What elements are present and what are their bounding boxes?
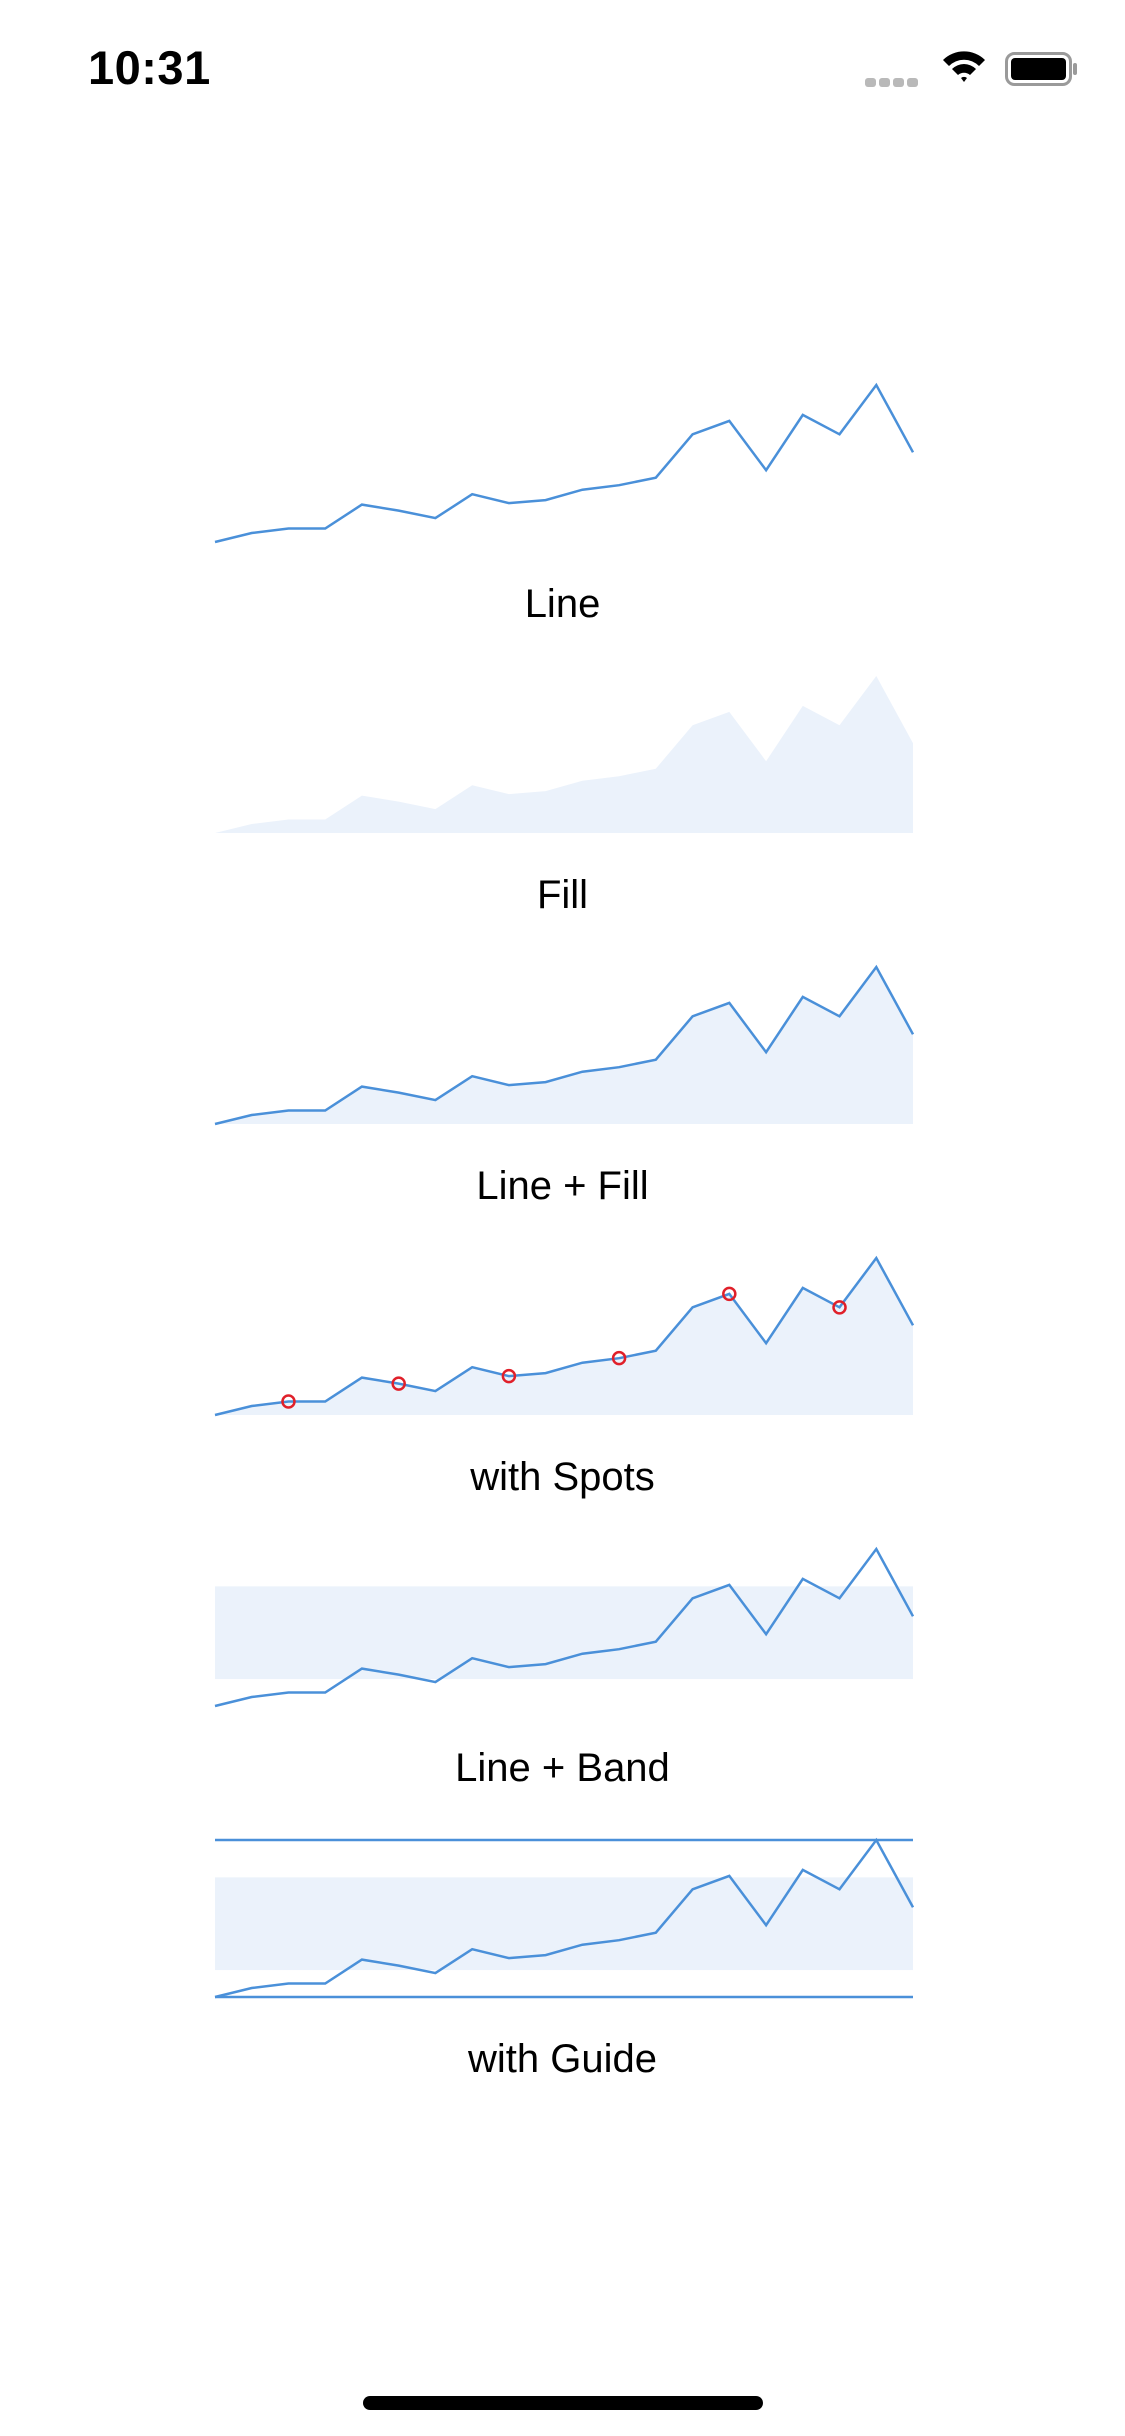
series-line — [214, 1546, 915, 1708]
fill-area — [215, 676, 913, 833]
sparkline-chart-4: with Spots — [0, 1255, 1125, 1515]
series-line — [214, 1837, 915, 1999]
home-indicator[interactable] — [363, 2396, 763, 2410]
chart-label: Fill — [536, 873, 589, 917]
sparkline-plot — [214, 1837, 915, 1999]
spot-marker — [501, 1368, 517, 1384]
fill-area — [215, 1258, 913, 1415]
spot-marker — [391, 1376, 406, 1391]
spot-marker — [281, 1394, 296, 1409]
sparkline-chart-3: Line + Fill — [0, 964, 1125, 1224]
fill-area — [215, 967, 913, 1124]
sparkline-chart-5: Line + Band — [0, 1546, 1125, 1806]
chart-label: with Guide — [468, 2037, 657, 2081]
sparkline-plot — [214, 382, 915, 544]
band-area — [215, 1586, 913, 1680]
spot-marker — [611, 1350, 627, 1366]
series-line — [214, 382, 915, 544]
sparkline-chart-2: Fill — [0, 676, 1125, 933]
sparkline-chart-1: Line — [0, 382, 1125, 642]
wifi-icon — [943, 51, 985, 82]
sparkline-chart-6: with Guide — [0, 1837, 1125, 2097]
chart-label: with Spots — [470, 1455, 655, 1499]
series-line — [214, 1255, 915, 1417]
sparkline-plot — [214, 964, 915, 1126]
status-bar: 10:31 — [0, 0, 1125, 132]
band-area — [215, 1877, 913, 1971]
sparkline-plot — [214, 1255, 915, 1417]
chart-label: Line + Band — [455, 1746, 670, 1790]
cellular-signal-icon — [865, 74, 921, 92]
status-icons — [865, 48, 1085, 92]
sparkline-plot — [215, 676, 913, 833]
chart-label: Line — [524, 582, 601, 626]
status-time: 10:31 — [88, 41, 211, 94]
spot-marker — [722, 1286, 737, 1302]
sparkline-plot — [214, 1546, 915, 1708]
spot-marker — [832, 1300, 847, 1315]
battery-icon — [1005, 52, 1077, 86]
series-line — [214, 964, 915, 1126]
chart-label: Line + Fill — [476, 1164, 649, 1208]
